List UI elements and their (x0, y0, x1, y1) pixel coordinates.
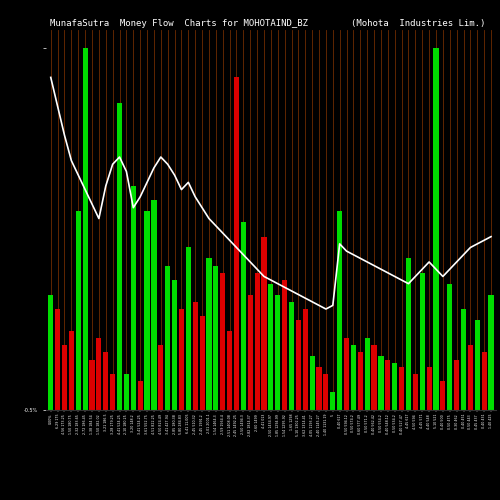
Bar (82, 48, 87, 410)
Bar (351, 345, 356, 410)
Bar (289, 302, 294, 410)
Bar (234, 78, 239, 410)
Bar (434, 48, 438, 410)
Bar (420, 273, 425, 410)
Bar (482, 352, 486, 410)
Bar (447, 284, 452, 410)
Bar (282, 280, 287, 410)
Bar (248, 294, 253, 410)
Bar (406, 258, 411, 410)
Bar (124, 374, 129, 410)
Bar (468, 345, 473, 410)
Bar (117, 102, 122, 410)
Bar (144, 212, 150, 410)
Bar (454, 360, 459, 410)
Bar (96, 338, 102, 410)
Bar (392, 364, 398, 410)
Bar (426, 367, 432, 410)
Bar (152, 200, 156, 410)
Bar (488, 294, 494, 410)
Bar (69, 330, 74, 410)
Bar (364, 338, 370, 410)
Bar (172, 280, 177, 410)
Bar (62, 345, 67, 410)
Bar (440, 382, 446, 410)
Bar (268, 284, 274, 410)
Bar (186, 248, 191, 410)
Bar (90, 360, 94, 410)
Bar (324, 374, 328, 410)
Bar (200, 316, 204, 410)
Bar (179, 309, 184, 410)
Bar (130, 186, 136, 410)
Bar (310, 356, 314, 410)
Bar (474, 320, 480, 410)
Bar (165, 266, 170, 410)
Text: MunafaSutra  Money Flow  Charts for MOHOTAIND_BZ        (Mohota  Industries Lim.: MunafaSutra Money Flow Charts for MOHOTA… (50, 19, 486, 28)
Bar (302, 309, 308, 410)
Bar (372, 345, 376, 410)
Bar (48, 294, 54, 410)
Bar (378, 356, 384, 410)
Bar (386, 360, 390, 410)
Bar (337, 212, 342, 410)
Bar (358, 352, 363, 410)
Bar (241, 222, 246, 410)
Bar (330, 392, 336, 410)
Bar (220, 273, 226, 410)
Bar (110, 374, 115, 410)
Bar (158, 345, 164, 410)
Bar (214, 266, 218, 410)
Bar (227, 330, 232, 410)
Bar (192, 302, 198, 410)
Bar (344, 338, 349, 410)
Bar (206, 258, 212, 410)
Bar (254, 273, 260, 410)
Bar (138, 382, 143, 410)
Bar (399, 367, 404, 410)
Bar (413, 374, 418, 410)
Bar (103, 352, 108, 410)
Bar (76, 212, 81, 410)
Bar (461, 309, 466, 410)
Bar (55, 309, 60, 410)
Bar (275, 294, 280, 410)
Bar (316, 367, 322, 410)
Bar (262, 236, 266, 410)
Bar (296, 320, 301, 410)
